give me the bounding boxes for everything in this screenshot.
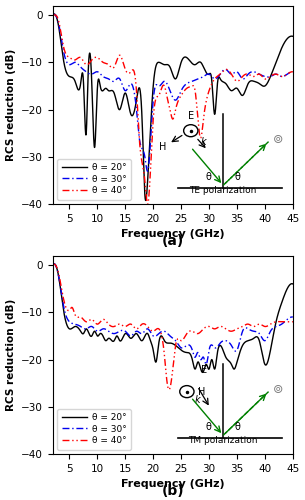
θ = 30° xyxy=(78,64,82,70)
θ = 20° xyxy=(143,333,147,339)
θ = 20° xyxy=(52,261,56,267)
Text: (a): (a) xyxy=(162,234,184,248)
θ = 40° xyxy=(53,12,56,18)
θ = 20° xyxy=(51,12,55,18)
θ = 20° xyxy=(260,83,264,89)
θ = 40° xyxy=(146,201,149,207)
θ = 20° xyxy=(291,34,295,40)
X-axis label: Frequency (GHz): Frequency (GHz) xyxy=(121,230,224,239)
θ = 40° xyxy=(93,54,96,60)
Text: (b): (b) xyxy=(161,484,184,498)
Line: θ = 40°: θ = 40° xyxy=(53,264,293,390)
θ = 30° xyxy=(143,154,147,160)
Line: θ = 20°: θ = 20° xyxy=(53,264,293,372)
Line: θ = 20°: θ = 20° xyxy=(53,14,293,200)
θ = 40° xyxy=(167,386,171,392)
X-axis label: Frequency (GHz): Frequency (GHz) xyxy=(121,480,224,490)
θ = 40° xyxy=(78,54,82,60)
Y-axis label: RCS reduction (dB): RCS reduction (dB) xyxy=(5,49,16,161)
θ = 30° xyxy=(291,314,295,320)
θ = 20° xyxy=(153,66,157,71)
θ = 30° xyxy=(93,70,96,76)
θ = 20° xyxy=(52,11,56,17)
θ = 40° xyxy=(291,319,295,325)
θ = 30° xyxy=(286,316,290,322)
θ = 40° xyxy=(51,262,55,268)
θ = 30° xyxy=(260,336,264,342)
θ = 30° xyxy=(153,83,157,89)
θ = 20° xyxy=(93,144,96,150)
θ = 30° xyxy=(52,12,56,18)
θ = 40° xyxy=(143,178,147,184)
θ = 40° xyxy=(286,318,290,324)
θ = 20° xyxy=(78,328,82,334)
Y-axis label: RCS reduction (dB): RCS reduction (dB) xyxy=(5,299,16,411)
θ = 20° xyxy=(291,281,295,287)
θ = 40° xyxy=(51,12,55,18)
θ = 20° xyxy=(260,352,264,358)
θ = 30° xyxy=(78,323,82,329)
θ = 20° xyxy=(153,358,157,364)
θ = 30° xyxy=(93,326,96,332)
θ = 30° xyxy=(204,362,208,368)
θ = 20° xyxy=(78,84,82,89)
θ = 40° xyxy=(153,327,157,333)
θ = 30° xyxy=(51,12,55,18)
θ = 30° xyxy=(51,262,55,268)
Legend: θ = 20°, θ = 30°, θ = 40°: θ = 20°, θ = 30°, θ = 40° xyxy=(57,408,131,450)
θ = 30° xyxy=(52,261,56,267)
θ = 30° xyxy=(143,328,147,334)
θ = 40° xyxy=(153,98,157,103)
θ = 20° xyxy=(93,328,96,334)
θ = 30° xyxy=(260,72,264,78)
Line: θ = 40°: θ = 40° xyxy=(53,15,293,204)
Line: θ = 30°: θ = 30° xyxy=(53,264,293,364)
θ = 20° xyxy=(51,262,55,268)
θ = 30° xyxy=(153,334,157,340)
θ = 40° xyxy=(286,70,290,76)
θ = 20° xyxy=(143,192,147,198)
θ = 30° xyxy=(291,69,295,75)
θ = 40° xyxy=(143,321,147,327)
θ = 40° xyxy=(93,319,96,325)
θ = 20° xyxy=(201,370,204,376)
Line: θ = 30°: θ = 30° xyxy=(53,14,293,171)
θ = 40° xyxy=(260,322,264,328)
θ = 30° xyxy=(286,70,290,76)
θ = 20° xyxy=(144,198,148,203)
θ = 40° xyxy=(291,69,295,75)
θ = 20° xyxy=(286,34,290,40)
θ = 40° xyxy=(52,261,56,267)
θ = 30° xyxy=(146,168,149,174)
θ = 40° xyxy=(260,74,264,80)
θ = 40° xyxy=(78,314,82,320)
θ = 20° xyxy=(286,284,290,290)
Legend: θ = 20°, θ = 30°, θ = 40°: θ = 20°, θ = 30°, θ = 40° xyxy=(57,158,131,200)
